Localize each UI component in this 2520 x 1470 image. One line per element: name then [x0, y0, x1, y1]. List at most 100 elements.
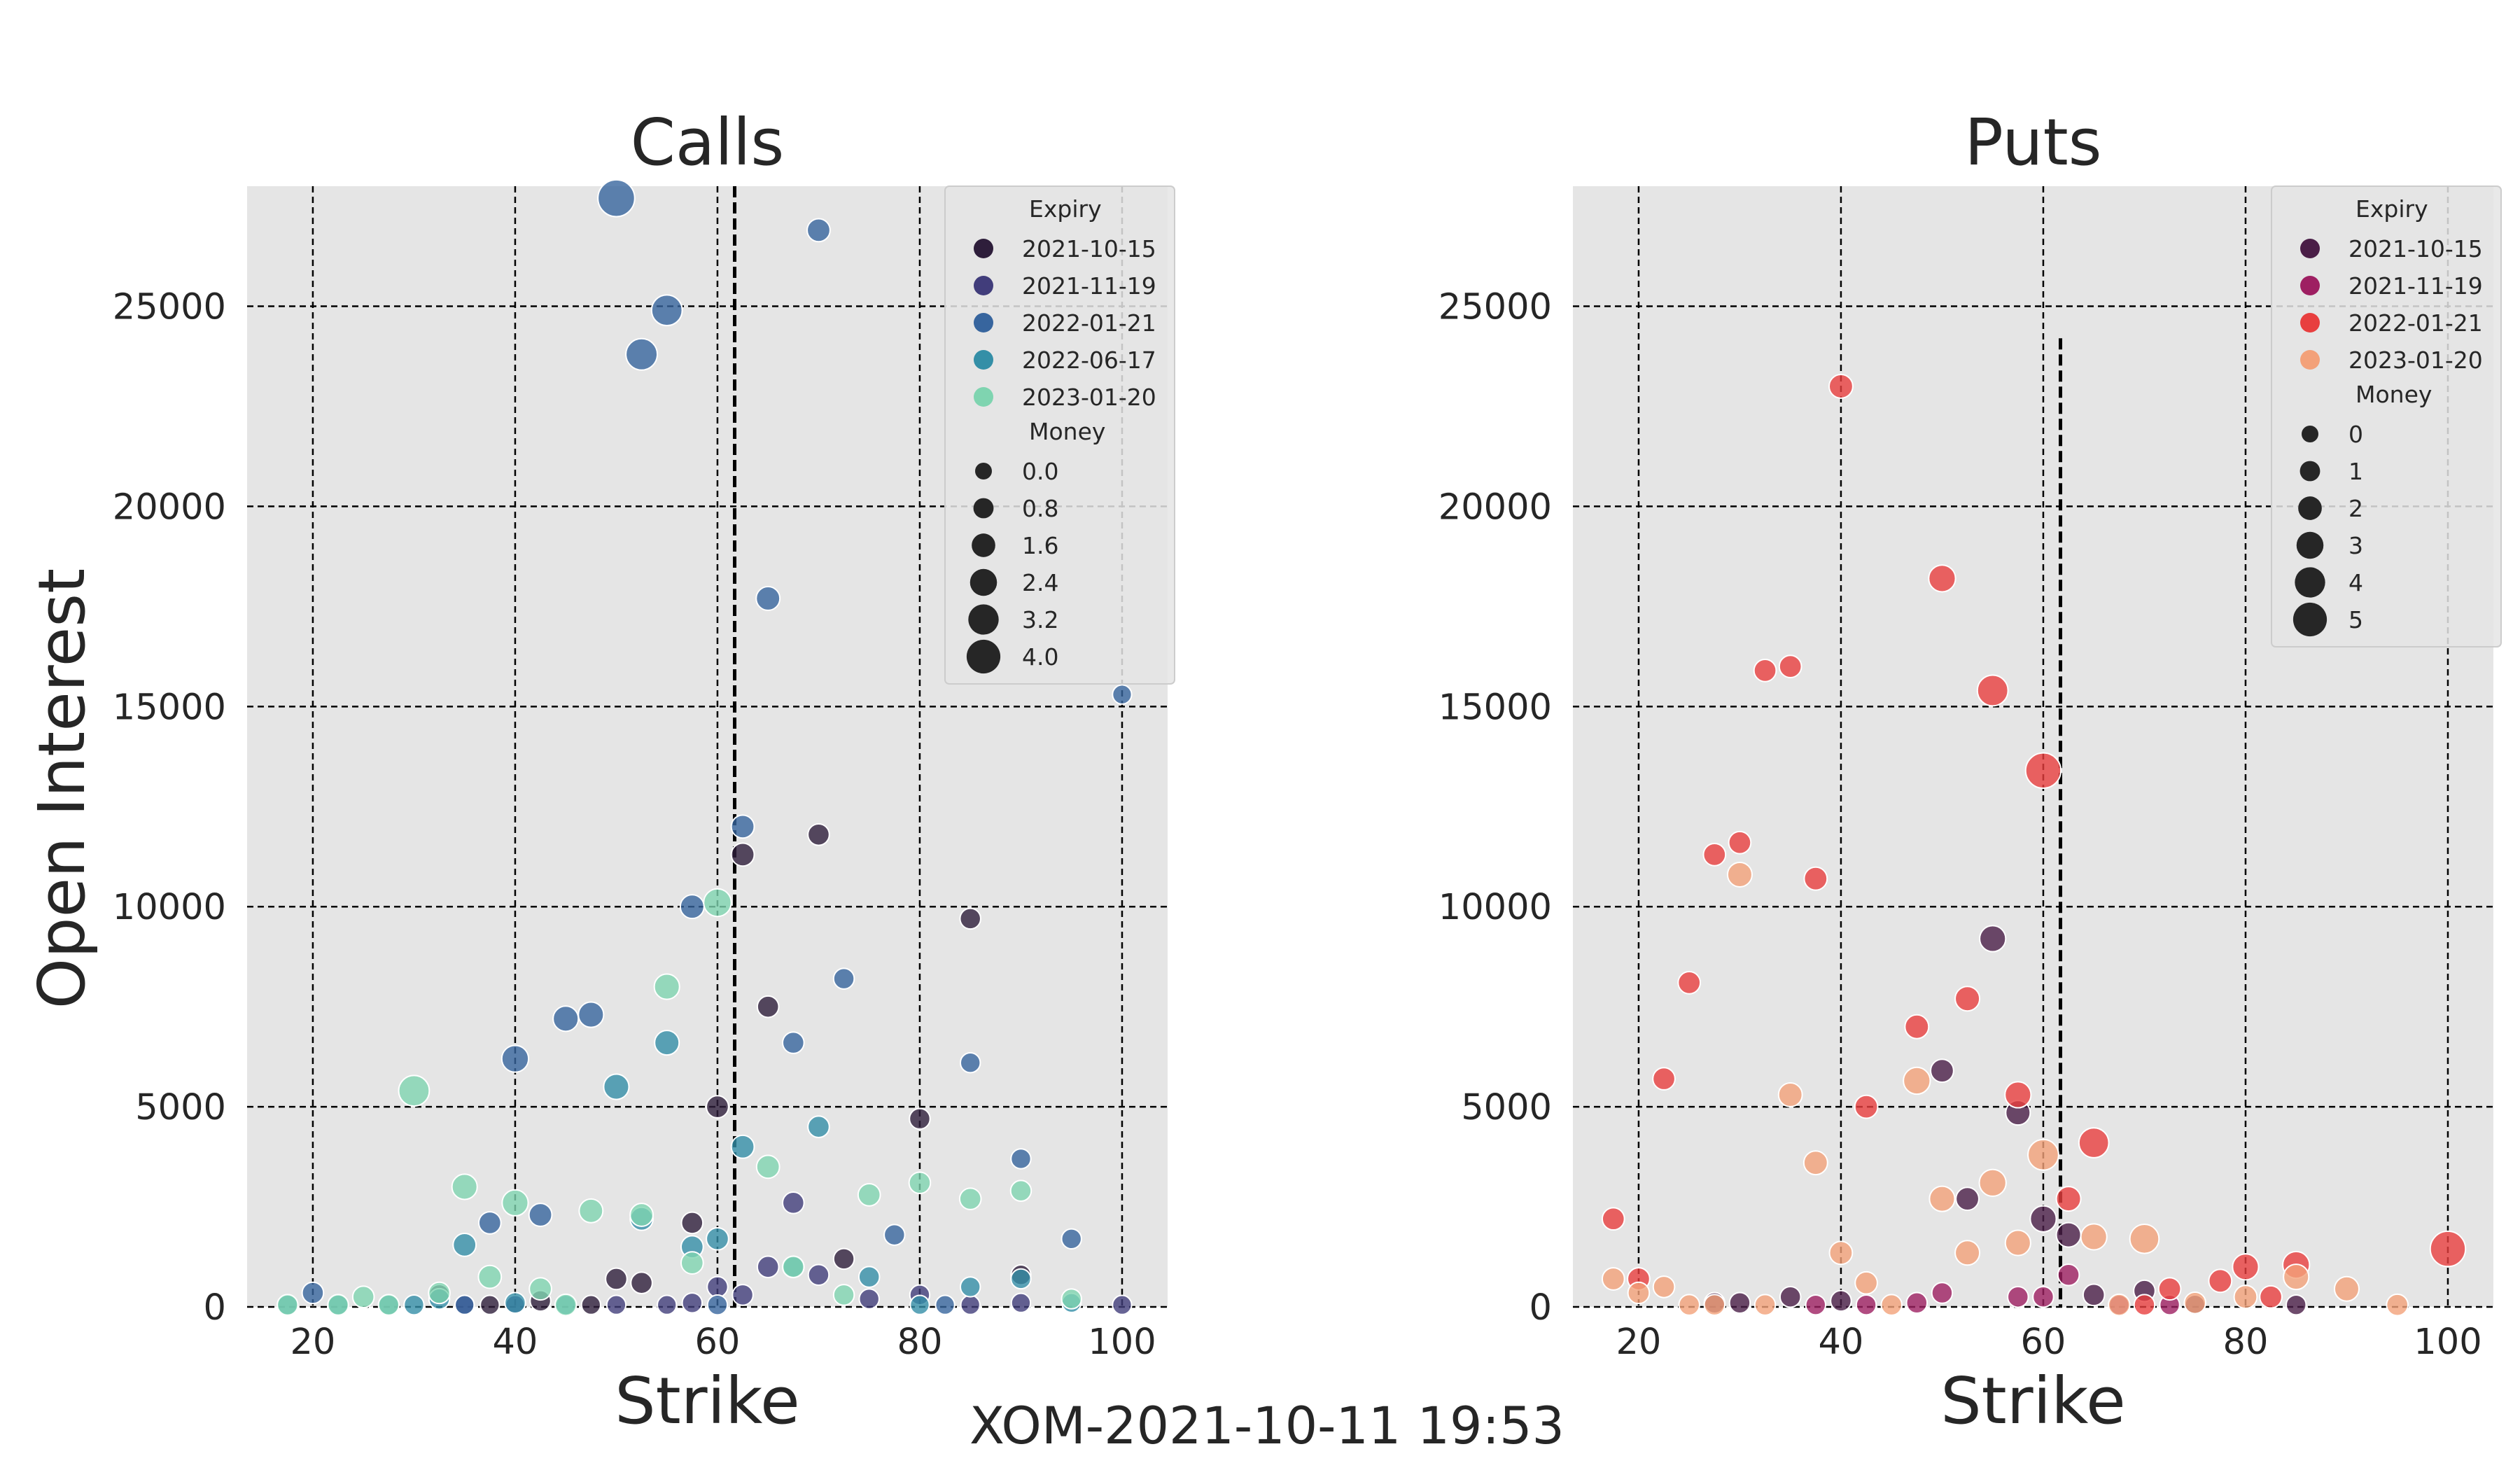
data-point — [934, 1294, 955, 1315]
data-point — [597, 178, 636, 218]
data-point — [2157, 1277, 2182, 1301]
data-point — [1803, 866, 1828, 891]
legend-size-marker — [2300, 461, 2320, 482]
data-point — [2233, 1284, 2258, 1310]
data-point — [657, 1294, 678, 1315]
data-point — [908, 1171, 932, 1195]
y-axis-label: Open Interest — [24, 568, 99, 1009]
x-tick-label: 80 — [2223, 1322, 2269, 1363]
data-point — [782, 1255, 805, 1279]
x-tick-label: 20 — [290, 1322, 335, 1363]
legend-size-label: 0 — [2348, 421, 2363, 448]
data-point — [603, 1073, 630, 1100]
data-point — [528, 1277, 552, 1301]
data-point — [578, 1001, 605, 1028]
data-point — [730, 842, 755, 867]
data-point — [451, 1173, 478, 1200]
legend-size-marker — [966, 639, 1001, 674]
data-point — [1009, 1180, 1032, 1202]
legend-label: 2022-01-21 — [2348, 309, 2483, 337]
data-point — [528, 1203, 553, 1227]
data-point — [1601, 1207, 1625, 1231]
data-point — [1728, 830, 1752, 855]
y-tick-label: 15000 — [113, 687, 226, 728]
data-point — [909, 1294, 930, 1315]
legend-size-label: 0.8 — [1022, 495, 1058, 522]
chart-title: Puts — [1964, 105, 2101, 180]
data-point — [580, 1294, 601, 1315]
data-point — [1931, 1282, 1954, 1304]
data-point — [1652, 1067, 1676, 1091]
legend-size-label: 2 — [2348, 495, 2363, 522]
data-point — [782, 1031, 805, 1054]
data-point — [958, 1187, 982, 1210]
y-tick-label: 0 — [1530, 1287, 1552, 1329]
data-point — [2129, 1223, 2160, 1254]
data-point — [454, 1294, 475, 1315]
data-point — [732, 1284, 754, 1306]
data-point — [807, 822, 830, 846]
data-point — [1903, 1066, 1931, 1096]
data-point — [2429, 1230, 2467, 1268]
data-point — [501, 1189, 529, 1217]
data-point — [1955, 1186, 1980, 1212]
data-point — [477, 1264, 503, 1289]
data-point — [858, 1288, 880, 1310]
legend-size-marker — [969, 568, 997, 596]
legend-marker — [2300, 313, 2320, 332]
data-point — [2004, 1081, 2032, 1109]
data-point — [706, 1275, 729, 1298]
data-point — [1678, 1294, 1700, 1316]
legend-size-label: 1 — [2348, 458, 2363, 485]
legend-marker — [2300, 239, 2320, 258]
y-tick-label: 25000 — [1438, 287, 1552, 328]
data-point — [2133, 1294, 2156, 1316]
y-tick-label: 20000 — [113, 486, 226, 528]
data-point — [2208, 1268, 2233, 1294]
data-point — [1702, 843, 1727, 867]
data-point — [703, 888, 732, 918]
data-point — [1805, 1294, 1827, 1316]
data-point — [756, 1255, 780, 1279]
legend-title-expiry: Expiry — [1029, 195, 1102, 223]
data-point — [2232, 1253, 2260, 1281]
data-point — [2078, 1127, 2110, 1158]
data-point — [1010, 1268, 1032, 1290]
data-point — [630, 1271, 653, 1294]
data-point — [2004, 1229, 2031, 1256]
data-point — [1828, 373, 1854, 399]
data-point — [2080, 1223, 2108, 1251]
y-tick-label: 10000 — [113, 887, 226, 928]
legend-label: 2023-01-20 — [1022, 384, 1156, 411]
data-point — [2027, 1138, 2059, 1171]
data-point — [479, 1294, 500, 1315]
data-point — [832, 1247, 855, 1270]
legend-label: 2021-10-15 — [1022, 235, 1156, 262]
data-point — [2055, 1222, 2082, 1248]
data-point — [960, 1052, 981, 1074]
data-point — [552, 1005, 580, 1032]
x-tick-label: 80 — [897, 1322, 943, 1363]
data-point — [653, 973, 680, 1000]
data-point — [1979, 925, 2007, 953]
data-point — [1904, 1014, 1930, 1040]
data-point — [1060, 1228, 1082, 1250]
legend-marker — [2300, 350, 2320, 370]
data-point — [1905, 1292, 1928, 1315]
legend-size-marker — [2292, 602, 2328, 637]
data-point — [504, 1292, 526, 1315]
data-point — [1728, 1292, 1751, 1315]
data-point — [2029, 1205, 2057, 1233]
data-point — [2286, 1294, 2307, 1316]
legend-size-marker — [972, 533, 995, 557]
x-tick-label: 40 — [492, 1322, 538, 1363]
data-point — [554, 1293, 578, 1317]
data-point — [351, 1285, 375, 1309]
data-point — [832, 1284, 855, 1306]
data-point — [680, 1211, 704, 1235]
data-point — [276, 1294, 299, 1316]
legend-size-marker — [975, 463, 992, 479]
legend-label: 2021-10-15 — [2348, 235, 2483, 262]
data-point — [1880, 1294, 1903, 1316]
x-tick-label: 20 — [1616, 1322, 1661, 1363]
